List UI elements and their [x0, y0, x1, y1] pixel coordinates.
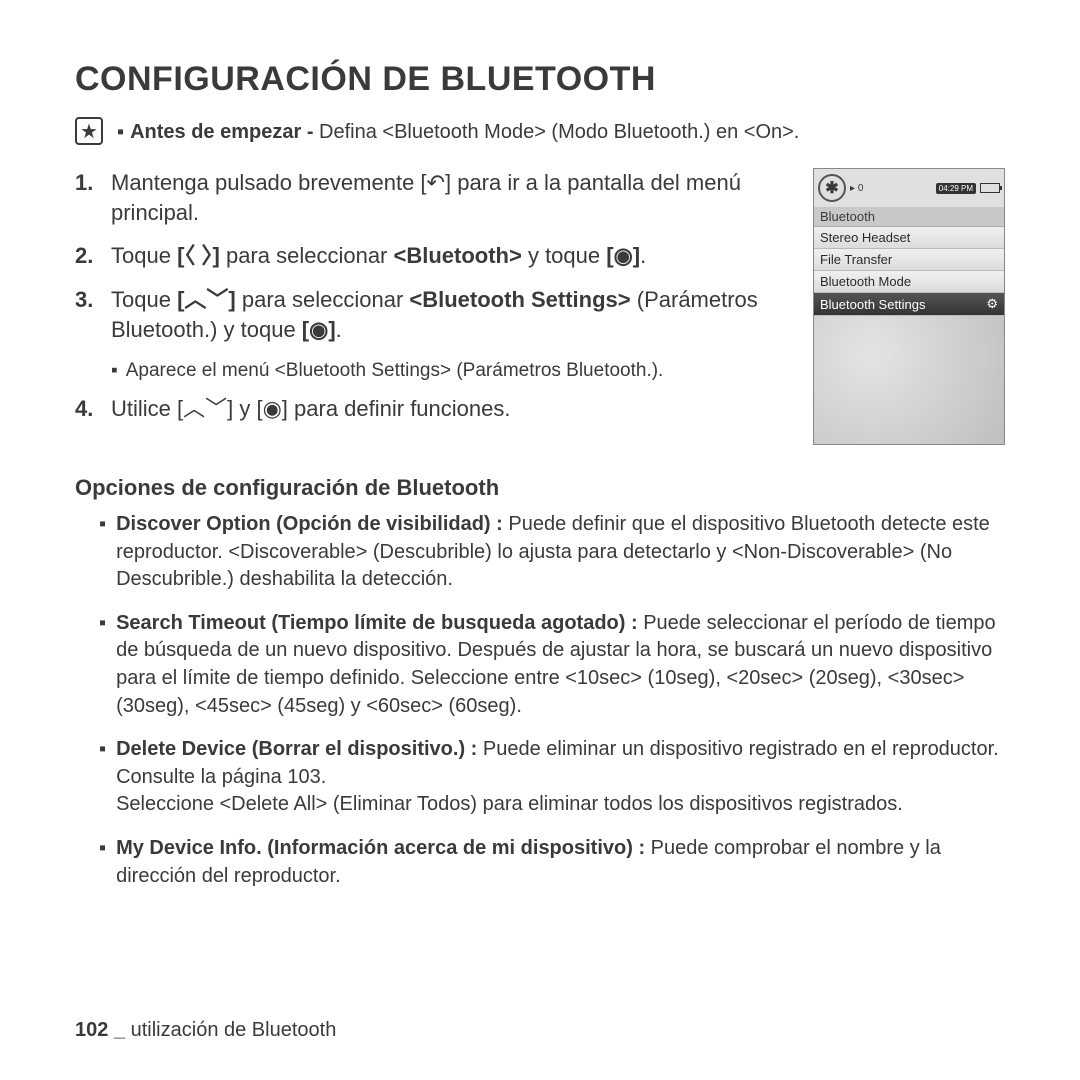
device-menu-item: File Transfer — [814, 249, 1004, 271]
star-icon: ★ — [75, 117, 103, 145]
option-search-timeout: ▪ Search Timeout (Tiempo límite de busqu… — [99, 610, 1005, 720]
up-down-icon: ︿﹀ — [184, 287, 228, 312]
device-menu-item-selected: Bluetooth Settings ⚙ — [814, 293, 1004, 316]
option-my-device-info: ▪ My Device Info. (Información acerca de… — [99, 835, 1005, 890]
step-4: 4. Utilice [︿﹀] y [◉] para definir funci… — [75, 394, 795, 424]
step-3-sub: ▪Aparece el menú <Bluetooth Settings> (P… — [111, 358, 795, 384]
device-time: 04:29 PM — [936, 183, 976, 194]
note-row: ★ ▪Antes de empezar - Defina <Bluetooth … — [75, 117, 1005, 146]
step-2: 2. Toque [〈 〉] para seleccionar <Bluetoo… — [75, 241, 795, 271]
note-text: ▪Antes de empezar - Defina <Bluetooth Mo… — [117, 117, 799, 146]
select-icon: ◉ — [614, 243, 633, 268]
device-menu-item: Bluetooth Mode — [814, 271, 1004, 293]
page-title: CONFIGURACIÓN DE BLUETOOTH — [75, 60, 1005, 99]
select-icon: ◉ — [309, 317, 328, 342]
options-title: Opciones de configuración de Bluetooth — [75, 475, 1005, 501]
select-icon: ◉ — [263, 396, 282, 421]
page-footer: 102 _ utilización de Bluetooth — [75, 1019, 336, 1042]
gear-icon: ⚙ — [986, 296, 998, 312]
step-1: 1. Mantenga pulsado brevemente [↶] para … — [75, 168, 795, 227]
back-icon: ↶ — [427, 170, 445, 195]
steps-list: 1. Mantenga pulsado brevemente [↶] para … — [75, 168, 795, 438]
device-mock: ✱ ▸ 0 04:29 PM Bluetooth Stereo Headset … — [813, 168, 1005, 445]
bluetooth-icon: ✱ — [818, 174, 846, 202]
device-header: Bluetooth — [814, 207, 1004, 227]
device-menu-item: Stereo Headset — [814, 227, 1004, 249]
option-delete-device: ▪ Delete Device (Borrar el dispositivo.)… — [99, 736, 1005, 819]
device-body — [814, 316, 1004, 444]
battery-icon — [980, 183, 1000, 193]
up-down-icon: ︿﹀ — [183, 396, 227, 421]
device-status-bar: ✱ ▸ 0 04:29 PM — [814, 169, 1004, 207]
option-discover: ▪ Discover Option (Opción de visibilidad… — [99, 511, 1005, 594]
left-right-icon: 〈 〉 — [184, 243, 212, 268]
step-3: 3. Toque [︿﹀] para seleccionar <Bluetoot… — [75, 285, 795, 344]
